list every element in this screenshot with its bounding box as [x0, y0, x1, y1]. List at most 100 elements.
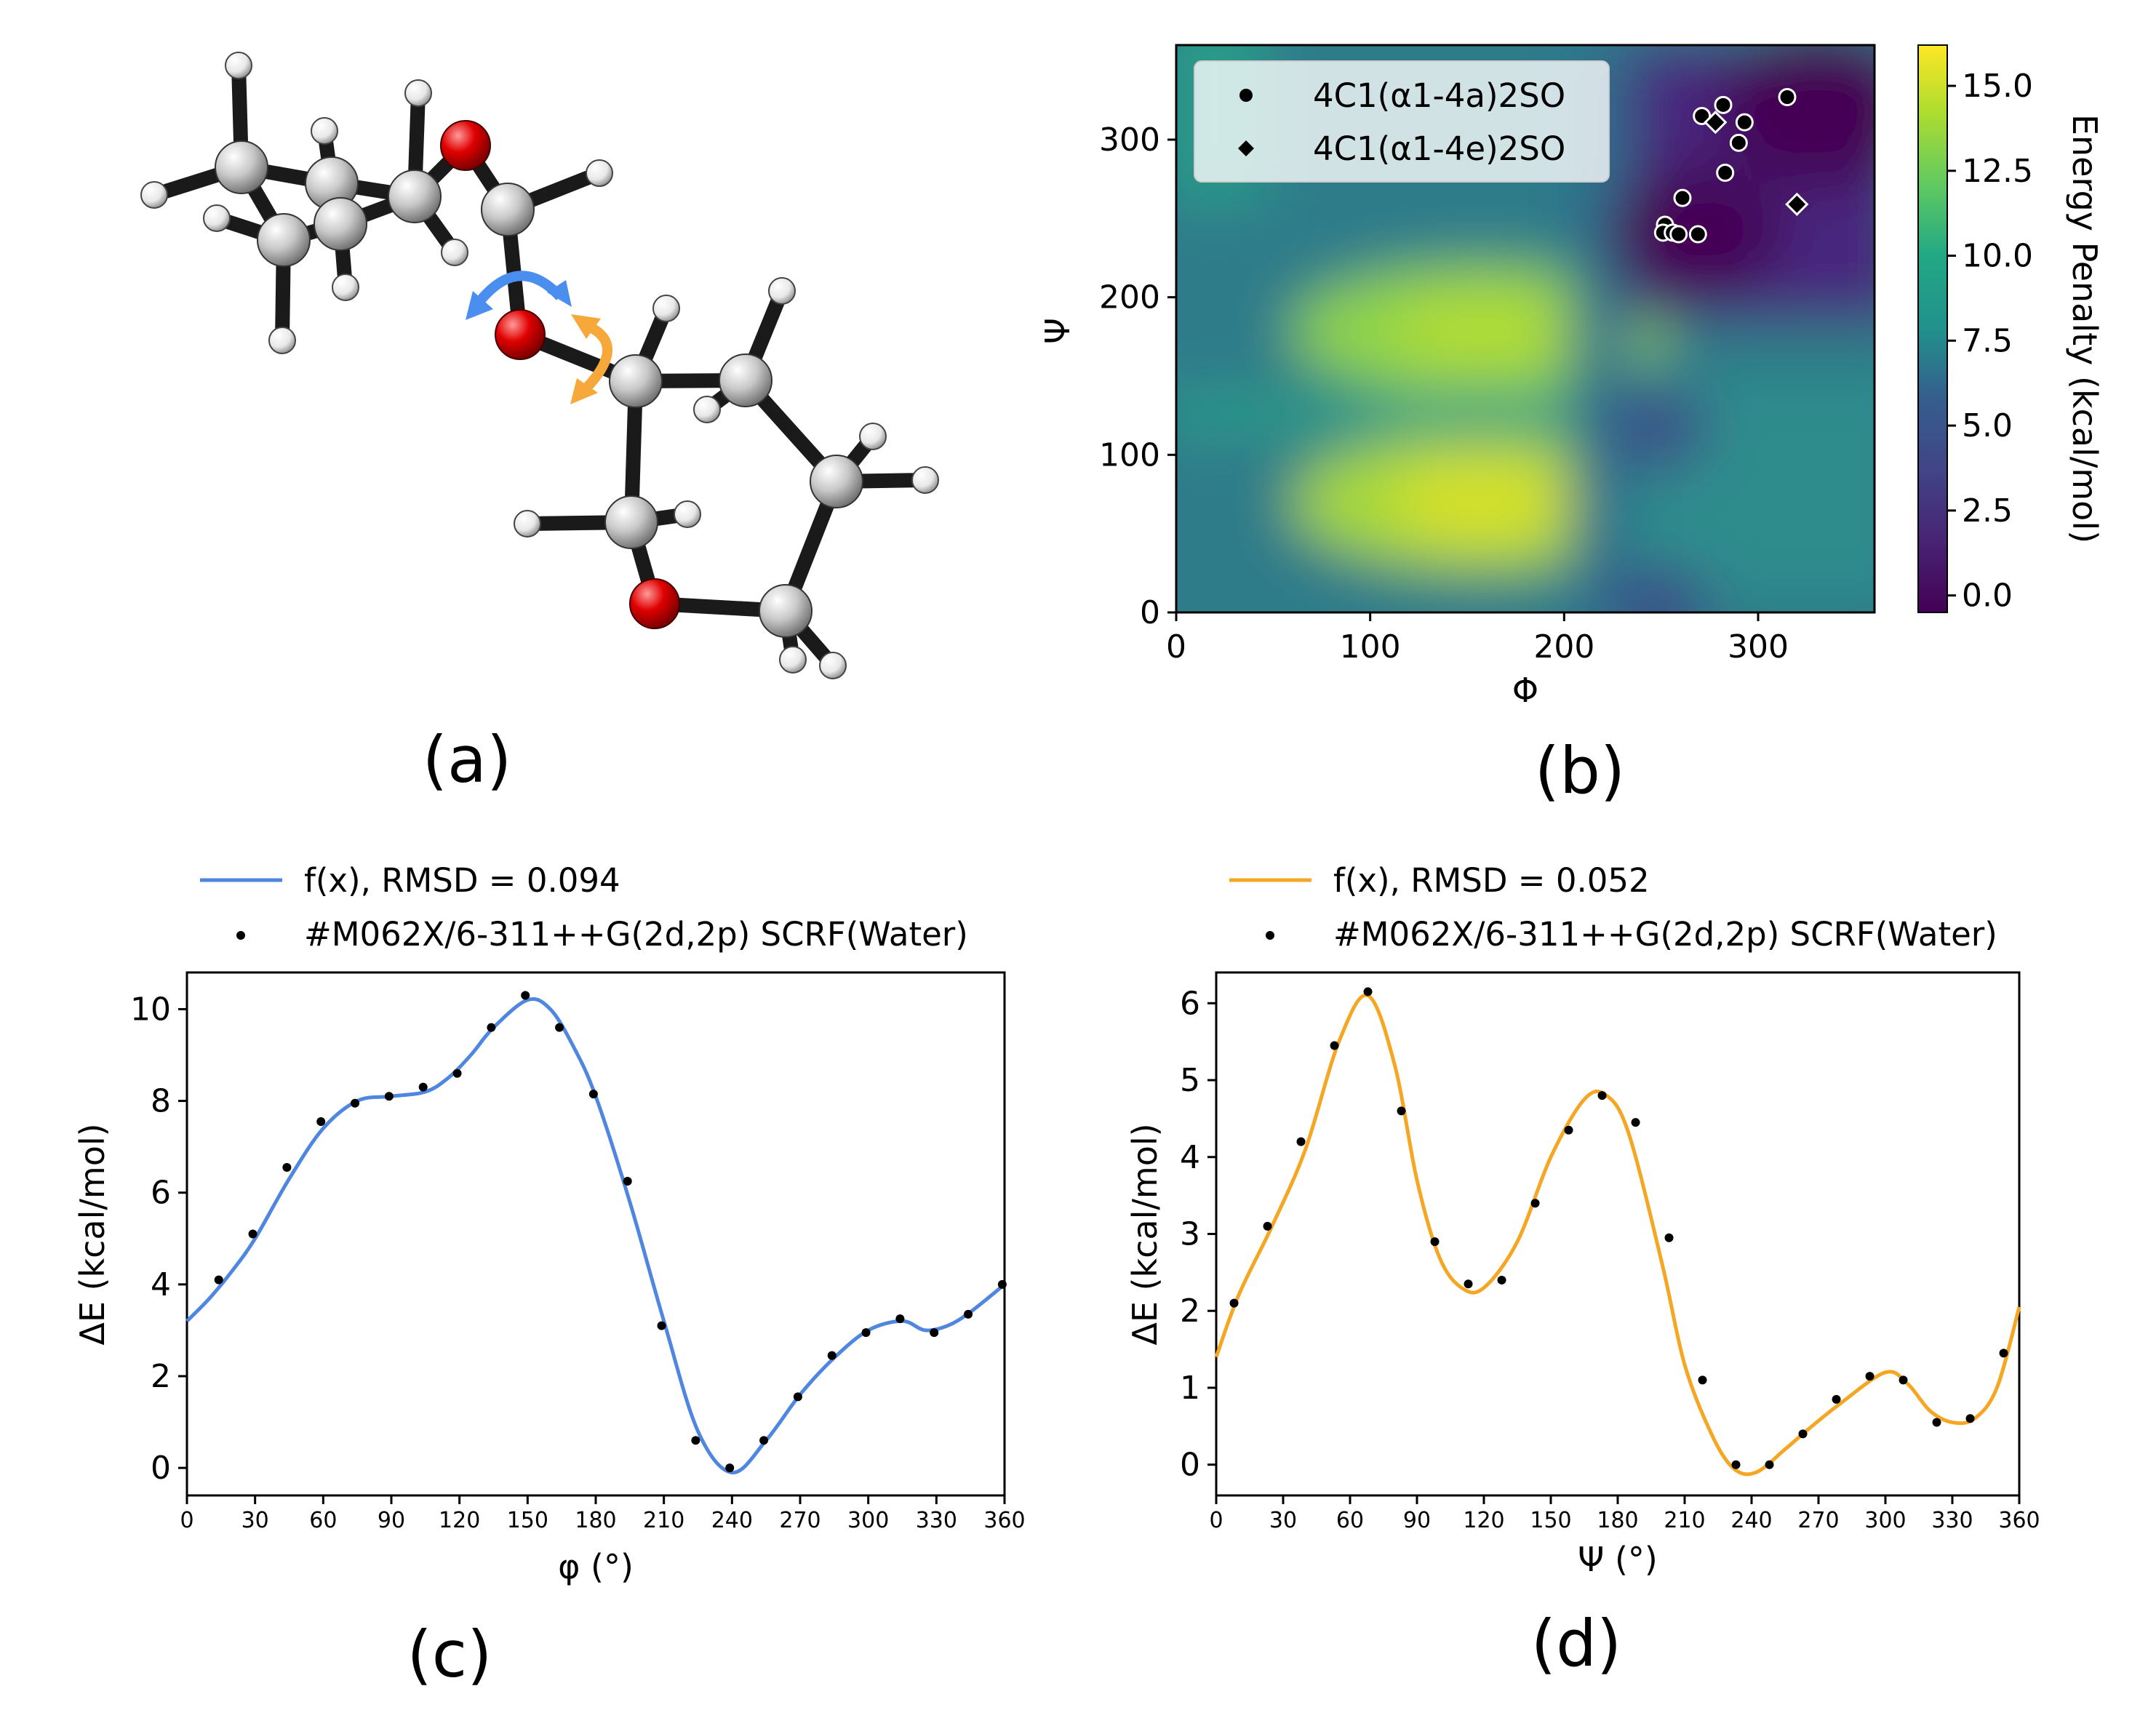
x-tick-label: 30 — [241, 1508, 269, 1533]
x-tick-label: 60 — [1336, 1508, 1364, 1533]
y-tick-label: 5 — [1180, 1062, 1200, 1099]
data-point — [588, 1090, 598, 1099]
x-axis-label: Φ — [1512, 671, 1538, 710]
data-point — [895, 1314, 905, 1324]
data-point — [1798, 1429, 1808, 1439]
x-tick-label: 60 — [309, 1508, 337, 1533]
legend-label-a: 4C1(α1-4a)2SO — [1313, 76, 1565, 115]
y-tick-label: 0 — [151, 1450, 171, 1487]
fit-curve — [185, 997, 1006, 1474]
x-tick-label: 180 — [575, 1508, 616, 1533]
x-tick-label: 90 — [378, 1508, 405, 1533]
data-point — [1631, 1118, 1640, 1127]
data-points — [1229, 987, 2008, 1469]
data-point — [1330, 1041, 1339, 1050]
x-tick-label: 150 — [1530, 1508, 1571, 1533]
x-tick-label: 0 — [180, 1508, 193, 1533]
data-point — [1564, 1125, 1573, 1135]
data-point — [1229, 1298, 1239, 1308]
phi-line-chart: f(x), RMSD = 0.094 #M062X/6-311++G(2d,2p… — [73, 861, 1026, 1586]
data-point — [725, 1463, 735, 1473]
data-point — [452, 1068, 462, 1078]
scatter-point-circle — [1735, 113, 1754, 132]
x-tick-label: 90 — [1403, 1508, 1431, 1533]
x-axis-label: φ (°) — [558, 1547, 634, 1586]
y-axis-label: ΔE (kcal/mol) — [73, 1123, 112, 1345]
scatter-points — [1653, 88, 1809, 244]
x-tick-label: 360 — [983, 1508, 1025, 1533]
x-tick-label: 100 — [1340, 628, 1401, 666]
bonds — [147, 58, 933, 673]
colorbar-tick-label: 0.0 — [1962, 578, 2013, 615]
data-point — [1530, 1199, 1540, 1208]
data-point — [691, 1436, 700, 1445]
scatter-point-circle — [1778, 88, 1797, 106]
data-point — [1397, 1106, 1406, 1116]
scatter-point-circle — [1714, 95, 1733, 114]
scatter-point-circle — [1669, 225, 1688, 244]
data-point — [1698, 1375, 1707, 1385]
oxygen-atoms — [440, 120, 680, 629]
y-tick-label: 3 — [1180, 1216, 1200, 1253]
x-axis-ticks: 0 100 200 300 — [1166, 612, 1789, 666]
data-point — [1430, 1237, 1440, 1247]
x-tick-label: 360 — [1998, 1508, 2040, 1533]
data-point — [1965, 1414, 1975, 1423]
data-point — [1865, 1372, 1874, 1381]
heatmap-frame — [1175, 44, 1876, 614]
hydrogen-atoms — [140, 52, 939, 679]
fit-curve — [1214, 993, 2021, 1477]
y-tick-label: 4 — [151, 1266, 171, 1303]
scatter-point-circle — [1673, 188, 1692, 207]
data-point — [1932, 1418, 1941, 1427]
panel-label-c: (c) — [407, 1617, 492, 1692]
y-tick-label: 8 — [151, 1083, 171, 1120]
data-point — [316, 1116, 326, 1126]
data-point — [555, 1023, 564, 1032]
x-tick-label: 270 — [1797, 1508, 1839, 1533]
colorbar-tick-label: 7.5 — [1962, 322, 2013, 359]
data-point — [248, 1229, 257, 1239]
data-point — [657, 1321, 666, 1330]
data-point — [1497, 1275, 1506, 1284]
data-point — [1731, 1460, 1741, 1469]
carbon-atoms — [215, 140, 863, 638]
x-tick-label: 0 — [1209, 1508, 1223, 1533]
data-point — [214, 1275, 223, 1284]
data-point — [623, 1176, 632, 1186]
x-tick-label: 300 — [1864, 1508, 1906, 1533]
data-point — [1263, 1221, 1272, 1231]
panel-label-a: (a) — [423, 722, 512, 797]
chart-d-legend: f(x), RMSD = 0.052 #M062X/6-311++G(2d,2p… — [1229, 861, 1997, 954]
legend-d-data-label: #M062X/6-311++G(2d,2p) SCRF(Water) — [1333, 915, 1997, 954]
x-tick-label: 210 — [643, 1508, 684, 1533]
x-axis-ticks: 0 30 60 90 120 150 180 210 240 270 300 330 360 — [180, 1495, 1026, 1533]
phi-arrowhead-right-icon — [547, 280, 572, 307]
y-tick-label: 0 — [1180, 1447, 1200, 1484]
colorbar — [1917, 44, 1948, 613]
y-axis-ticks: 0 1 2 3 4 5 6 — [1180, 985, 1216, 1484]
legend-c-data-label: #M062X/6-311++G(2d,2p) SCRF(Water) — [304, 915, 968, 954]
scatter-point-diamond — [1704, 111, 1728, 135]
x-axis-label: Ψ (°) — [1578, 1540, 1658, 1579]
x-tick-label: 240 — [711, 1508, 753, 1533]
psi-line-chart: f(x), RMSD = 0.052 #M062X/6-311++G(2d,2p… — [1125, 861, 2040, 1579]
phi-arrowhead-left-icon — [466, 291, 493, 320]
data-point — [827, 1351, 837, 1360]
psi-arrowhead-bottom-icon — [570, 378, 598, 404]
data-points — [214, 991, 1007, 1473]
data-point — [1363, 987, 1373, 996]
y-tick-label: 10 — [130, 991, 171, 1028]
panel-label-d: (d) — [1531, 1606, 1622, 1681]
colorbar-tick-label: 10.0 — [1962, 238, 2033, 275]
x-tick-label: 0 — [1166, 628, 1186, 666]
y-tick-label: 200 — [1099, 279, 1160, 316]
scatter-point-circle — [1688, 225, 1707, 244]
legend-d-fit-label: f(x), RMSD = 0.052 — [1333, 861, 1650, 900]
plot-frame — [185, 971, 1006, 1497]
data-point — [351, 1098, 360, 1108]
x-tick-label: 300 — [847, 1508, 889, 1533]
y-tick-label: 0 — [1140, 594, 1160, 631]
legend-label-e: 4C1(α1-4e)2SO — [1313, 129, 1565, 168]
